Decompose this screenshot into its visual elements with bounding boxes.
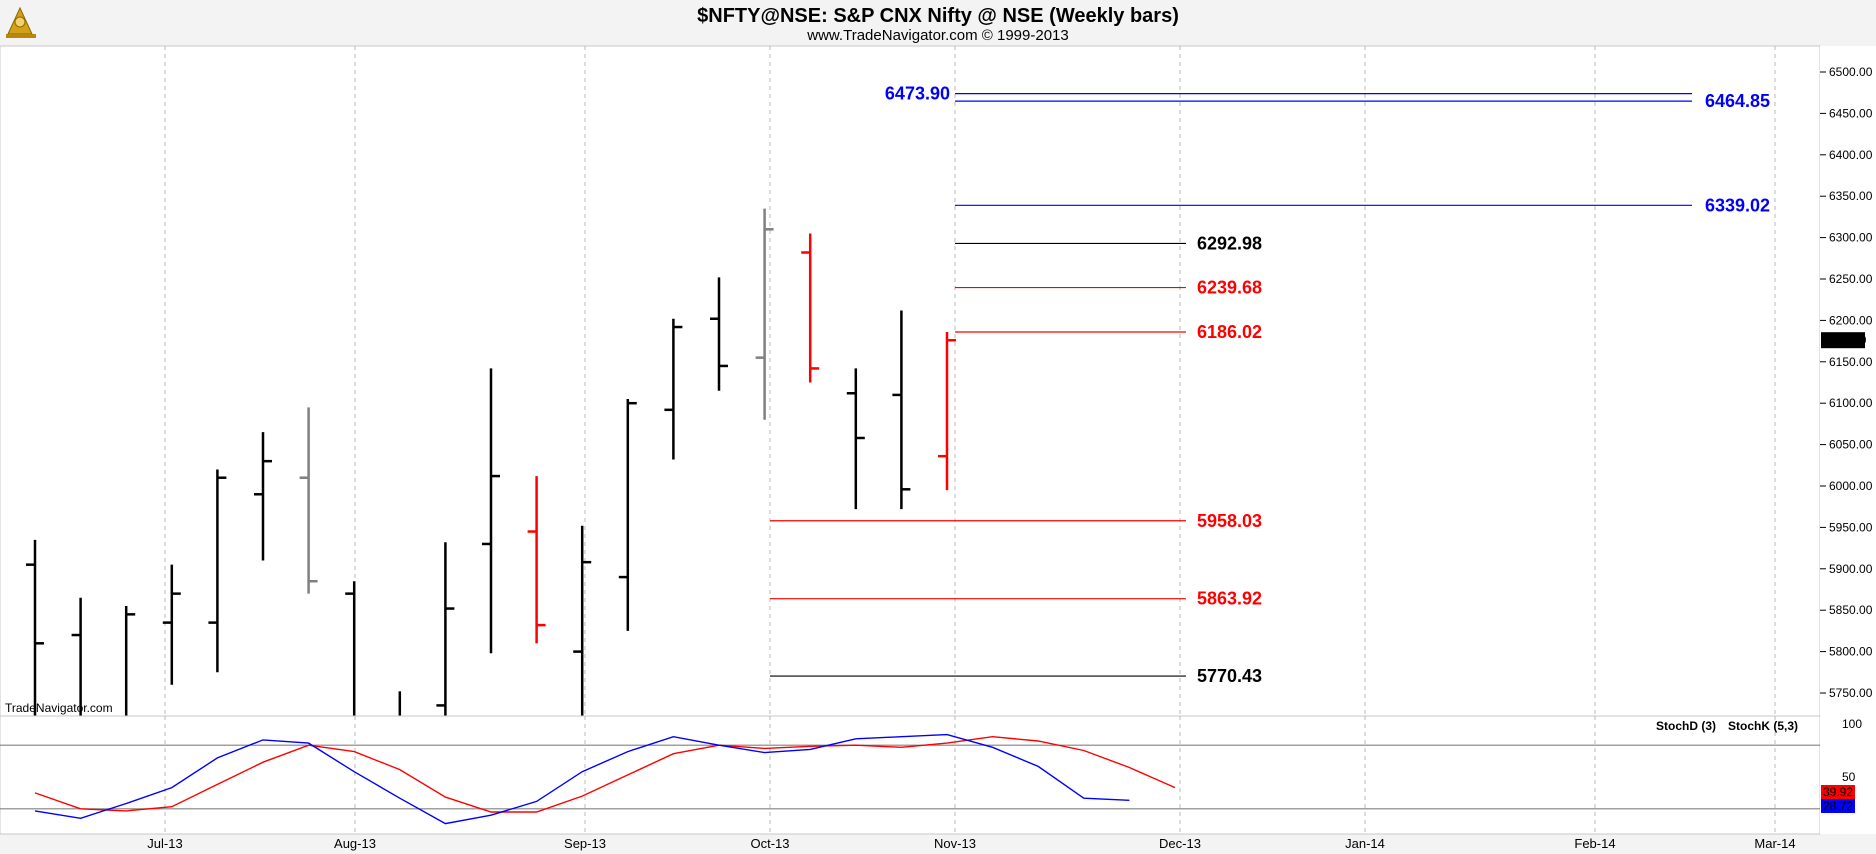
ohlc-bar (664, 318, 683, 460)
y-tick-label: 6250.00 (1829, 272, 1873, 286)
price-axis-ticks: 6500.00 6450.00 6400.00 6350.00 6300.00 6250.… (1820, 65, 1873, 700)
x-tick-label: Nov-13 (934, 836, 976, 851)
chart-title: $NFTY@NSE: S&P CNX Nifty @ NSE (Weekly b… (697, 5, 1179, 27)
ohlc-bar (938, 331, 956, 491)
x-tick-label: Sep-13 (564, 836, 606, 851)
x-tick-label: Feb-14 (1574, 836, 1615, 851)
x-tick-label: Oct-13 (750, 836, 789, 851)
y-tick-label: 6300.00 (1829, 231, 1873, 245)
y-tick-label: 6450.00 (1829, 106, 1873, 120)
level-label: 6339.02 (1705, 195, 1770, 215)
ohlc-bar (573, 525, 592, 718)
y-tick-label: 6500.00 (1829, 65, 1873, 79)
legend-stochd: StochD (3) (1656, 719, 1716, 733)
level-label: 6464.85 (1705, 91, 1770, 111)
price-panel (0, 45, 1821, 717)
stochastic-last-value: 28.72 (1823, 799, 1853, 813)
ohlc-bar (299, 407, 318, 594)
level-label: 6473.90 (885, 84, 950, 104)
ohlc-bar (436, 542, 455, 718)
y-tick-label: 5800.00 (1829, 645, 1873, 659)
legend-stochk: StochK (5,3) (1728, 719, 1798, 733)
level-label: 5958.03 (1197, 511, 1262, 531)
y-tick-label: 5750.00 (1829, 686, 1873, 700)
level-label: 6186.02 (1197, 322, 1262, 342)
last-price-marker: 6176.10 (1821, 332, 1867, 349)
y-tick-label: 5950.00 (1829, 520, 1873, 534)
x-tick-label: Dec-13 (1159, 836, 1201, 851)
stochastic-panel (0, 715, 1821, 835)
watermark: TradeNavigator.com (5, 701, 113, 715)
chart-subtitle: www.TradeNavigator.com © 1999-2013 (806, 27, 1068, 44)
y-tick-label: 6350.00 (1829, 189, 1873, 203)
ohlc-bar (755, 208, 774, 420)
x-tick-label: Jul-13 (147, 836, 182, 851)
stochastic-vertical-grid (164, 716, 1776, 834)
level-label: 6292.98 (1197, 233, 1262, 253)
ohlc-bar (846, 368, 865, 510)
stochastic-tick-label: 100 (1842, 717, 1862, 731)
stochastic-series-line (34, 733, 1130, 825)
stochastic-last-value: 39.92 (1823, 785, 1853, 799)
y-tick-label: 6100.00 (1829, 396, 1873, 410)
logo (2, 4, 40, 40)
stochastic-axis (1820, 716, 1876, 834)
y-tick-label: 6050.00 (1829, 438, 1873, 452)
y-tick-label: 6000.00 (1829, 479, 1873, 493)
x-tick-label: Aug-13 (334, 836, 376, 851)
stochastic-axis-ticks: 100 50 (1842, 717, 1862, 784)
y-tick-label: 6200.00 (1829, 313, 1873, 327)
level-label: 6239.68 (1197, 278, 1262, 298)
x-axis: Jul-13 Aug-13 Sep-13 Oct-13 Nov-13 Dec-13 Jan-… (147, 836, 1795, 851)
stochastic-reference-lines (0, 744, 1820, 810)
ohlc-bar (254, 432, 272, 561)
ohlc-bar (162, 564, 181, 685)
level-label: 5770.43 (1197, 666, 1262, 686)
ohlc-bar (801, 233, 820, 383)
level-label: 5863.92 (1197, 589, 1262, 609)
stochastic-legend: StochD (3) StochK (5,3) (1656, 719, 1798, 733)
ohlc-bar (482, 368, 500, 654)
y-tick-label: 6400.00 (1829, 148, 1873, 162)
stochastic-tick-label: 50 (1842, 770, 1856, 784)
ohlc-bar (892, 310, 911, 510)
ohlc-bar (527, 476, 546, 644)
y-tick-label: 5900.00 (1829, 562, 1873, 576)
y-tick-label: 6150.00 (1829, 355, 1873, 369)
last-price-label: 6176.10 (1823, 333, 1867, 347)
x-tick-label: Jan-14 (1345, 836, 1385, 851)
y-tick-label: 5850.00 (1829, 603, 1873, 617)
ohlc-bar (26, 539, 44, 718)
price-levels: 6473.90 6464.85 6339.02 6292.98 6239.68 6186.… (770, 84, 1770, 686)
stochastic-series-line (34, 735, 1176, 813)
ohlc-bar (208, 469, 227, 673)
price-axis (1820, 46, 1876, 716)
price-bars (26, 208, 956, 720)
ohlc-bar (710, 277, 728, 391)
x-tick-label: Mar-14 (1754, 836, 1795, 851)
ohlc-bar (618, 399, 637, 631)
